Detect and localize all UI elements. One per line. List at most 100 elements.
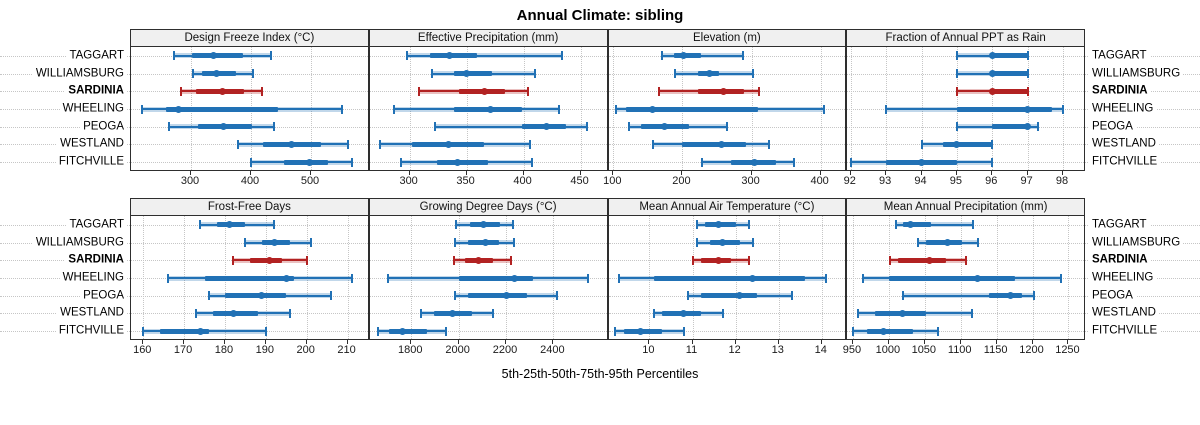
panel-axis-frost-free-days: 160 170 180 190 200 210 <box>130 340 369 360</box>
axis-tick <box>959 340 961 344</box>
p95-cap <box>350 273 353 283</box>
p5-p95-line <box>662 54 744 57</box>
p95-cap <box>260 86 263 96</box>
p5-cap <box>955 86 958 96</box>
site-label-williamsburg: WILLIAMSBURG <box>1089 236 1184 250</box>
median-dot <box>463 70 471 78</box>
p95-cap <box>305 255 308 265</box>
percentile-row-peoga <box>370 47 607 170</box>
p95-cap <box>491 308 494 318</box>
percentile-row-sardinia <box>131 216 368 339</box>
gridline <box>613 47 615 170</box>
percentile-row-taggart <box>131 47 368 170</box>
p5-cap <box>406 51 409 61</box>
figure-title: Annual Climate: sibling <box>516 7 684 24</box>
axis-tick <box>1067 340 1069 344</box>
site-label-fitchville: FITCHVILLE <box>1089 155 1161 169</box>
axis-tick <box>920 171 922 175</box>
median-dot <box>649 105 657 113</box>
percentile-row-taggart <box>609 47 846 170</box>
p95-cap <box>586 122 589 132</box>
axis-tick <box>264 340 266 344</box>
p5-cap <box>379 139 381 149</box>
axis-tick-label: 300 <box>180 175 200 187</box>
axis-tick-label: 170 <box>173 344 193 356</box>
p5-cap <box>232 255 235 265</box>
axis-tick <box>777 340 779 344</box>
p95-cap <box>767 139 770 149</box>
median-dot <box>926 256 934 264</box>
percentile-row-westland <box>370 216 607 339</box>
p95-cap <box>747 255 750 265</box>
axis-tick <box>305 340 307 344</box>
axis-tick <box>991 171 993 175</box>
p5-cap <box>955 51 958 61</box>
axis-tick <box>457 340 459 344</box>
percentile-row-williamsburg <box>609 216 846 339</box>
median-dot <box>219 87 227 95</box>
right-site-labels: TAGGART WILLIAMSBURG SARDINIA WHEELING PEOGA… <box>1085 29 1200 191</box>
percentile-row-wheeling <box>370 216 607 339</box>
median-dot <box>918 158 926 166</box>
panel-axis-effective-precipitation-mm: 300 350 400 450 <box>369 171 608 191</box>
axis-tick-label: 14 <box>814 344 827 356</box>
axis-tick-label: 2400 <box>540 344 565 356</box>
p95-cap <box>273 122 276 132</box>
p25-p75-band <box>701 293 758 299</box>
percentile-row-wheeling <box>370 47 607 170</box>
axis-tick <box>142 340 144 344</box>
p95-cap <box>529 139 532 149</box>
axis-tick-label: 1050 <box>911 344 937 356</box>
p95-cap <box>557 104 560 114</box>
p25-p75-band <box>888 275 1016 281</box>
median-dot <box>988 87 996 95</box>
percentile-row-taggart <box>609 216 846 339</box>
median-dot <box>210 52 218 60</box>
median-dot <box>482 239 490 247</box>
median-dot <box>449 309 457 317</box>
axis-tick-label: 950 <box>842 344 862 356</box>
p95-cap <box>825 273 828 283</box>
median-dot <box>542 123 550 131</box>
p25-p75-band <box>192 53 244 59</box>
gridline <box>850 47 852 170</box>
p95-cap <box>971 308 974 318</box>
p5-cap <box>452 255 455 265</box>
climate-panel-growing-degree-days-c: Growing Degree Days (°C) 1800 2000 2200 2400 <box>368 198 608 360</box>
p25-p75-band <box>956 106 1053 112</box>
median-dot <box>879 327 887 335</box>
percentile-row-wheeling <box>609 216 846 339</box>
p95-cap <box>751 238 754 248</box>
p95-cap <box>561 51 564 61</box>
p95-cap <box>971 220 974 230</box>
median-dot <box>1024 123 1032 131</box>
axis-tick <box>346 340 348 344</box>
p5-cap <box>857 308 860 318</box>
p5-cap <box>207 291 210 301</box>
site-label-westland: WESTLAND <box>1089 137 1159 151</box>
p5-cap <box>168 122 171 132</box>
axis-tick <box>734 340 736 344</box>
p5-p95-line <box>434 125 588 128</box>
axis-tick-label: 1200 <box>1019 344 1044 356</box>
site-label-sardinia: SARDINIA <box>65 84 127 98</box>
percentile-row-sardinia <box>370 216 607 339</box>
p5-cap <box>902 291 905 301</box>
gridline <box>1068 216 1070 339</box>
axis-tick <box>681 171 683 175</box>
percentile-row-williamsburg <box>847 47 1084 170</box>
site-label-peoga: PEOGA <box>80 120 127 134</box>
median-dot <box>943 239 951 247</box>
axis-tick <box>465 171 467 175</box>
site-label-wheeling: WHEELING <box>1089 271 1157 285</box>
axis-tick <box>190 171 191 175</box>
axis-tick-label: 100 <box>603 175 622 187</box>
p95-cap <box>330 291 333 301</box>
p95-cap <box>586 273 589 283</box>
axis-tick-label: 95 <box>949 175 963 187</box>
p95-cap <box>341 104 344 114</box>
p95-cap <box>1060 273 1063 283</box>
p5-p95-line <box>903 294 1034 297</box>
axis-tick-label: 96 <box>985 175 998 187</box>
